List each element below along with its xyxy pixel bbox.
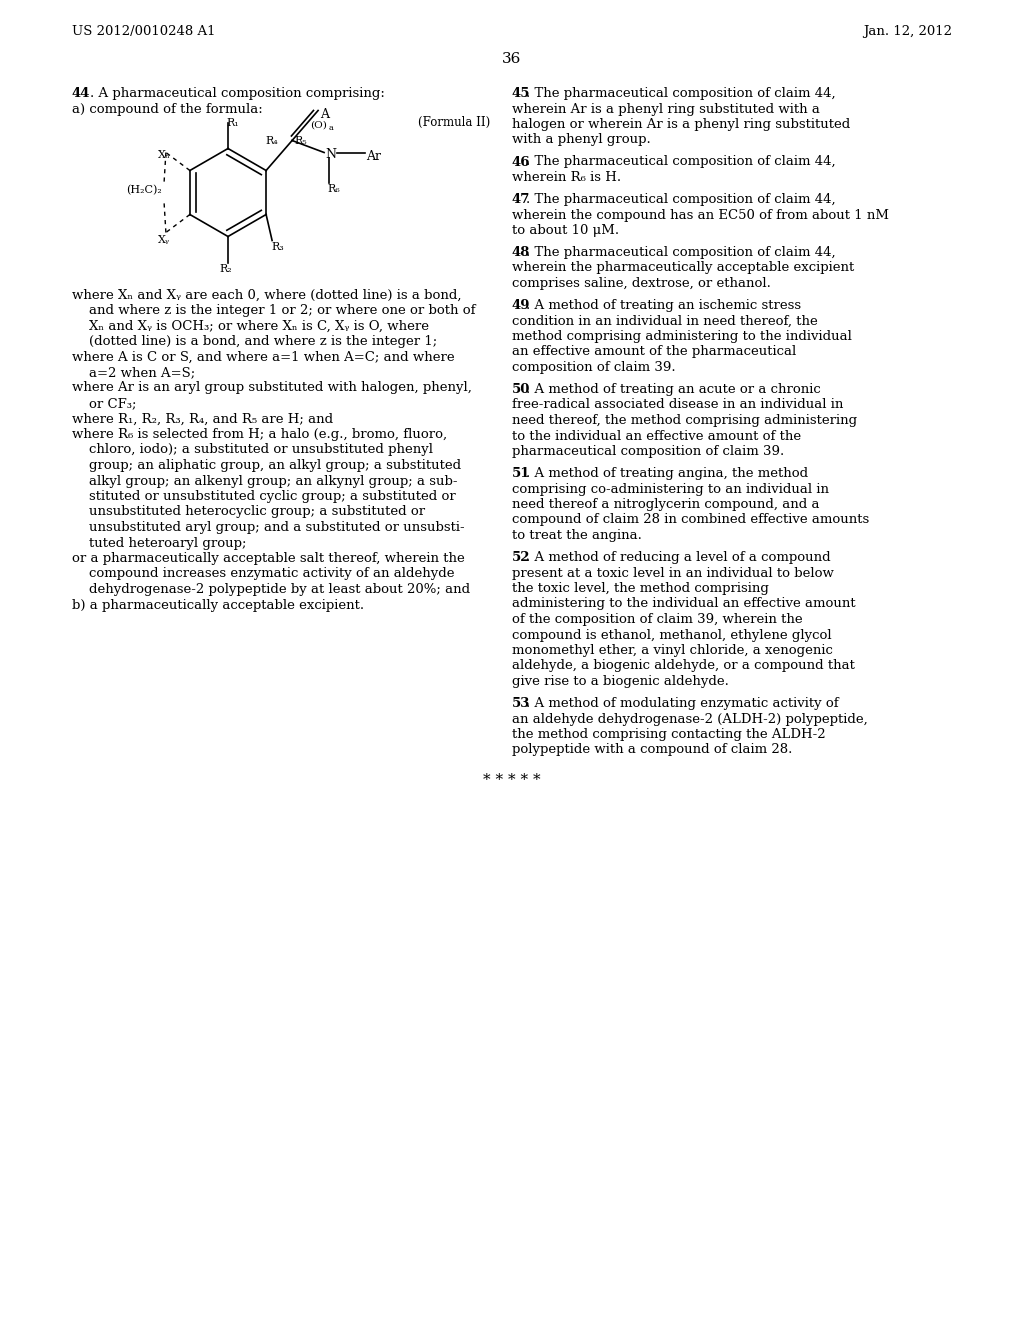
Text: pharmaceutical composition of claim 39.: pharmaceutical composition of claim 39. <box>512 445 784 458</box>
Text: 36: 36 <box>503 51 521 66</box>
Text: N: N <box>325 149 336 161</box>
Text: where Ar is an aryl group substituted with halogen, phenyl,: where Ar is an aryl group substituted wi… <box>72 381 472 395</box>
Text: to treat the angina.: to treat the angina. <box>512 529 642 543</box>
Text: or a pharmaceutically acceptable salt thereof, wherein the: or a pharmaceutically acceptable salt th… <box>72 552 465 565</box>
Text: monomethyl ether, a vinyl chloride, a xenogenic: monomethyl ether, a vinyl chloride, a xe… <box>512 644 833 657</box>
Text: Xₙ: Xₙ <box>158 150 170 161</box>
Text: R₆: R₆ <box>327 185 340 194</box>
Text: wherein R₆ is H.: wherein R₆ is H. <box>512 172 622 183</box>
Text: (Formula II): (Formula II) <box>418 116 490 128</box>
Text: Xᵧ: Xᵧ <box>158 235 170 244</box>
Text: aldehyde, a biogenic aldehyde, or a compound that: aldehyde, a biogenic aldehyde, or a comp… <box>512 660 855 672</box>
Text: polypeptide with a compound of claim 28.: polypeptide with a compound of claim 28. <box>512 743 793 756</box>
Text: (dotted line) is a bond, and where z is the integer 1;: (dotted line) is a bond, and where z is … <box>72 335 437 348</box>
Text: 53: 53 <box>512 697 530 710</box>
Text: . A method of treating angina, the method: . A method of treating angina, the metho… <box>526 467 808 480</box>
Text: R₄: R₄ <box>265 136 279 147</box>
Text: with a phenyl group.: with a phenyl group. <box>512 133 650 147</box>
Text: unsubstituted heterocyclic group; a substituted or: unsubstituted heterocyclic group; a subs… <box>72 506 425 519</box>
Text: where R₆ is selected from H; a halo (e.g., bromo, fluoro,: where R₆ is selected from H; a halo (e.g… <box>72 428 447 441</box>
Text: . A method of treating an acute or a chronic: . A method of treating an acute or a chr… <box>526 383 821 396</box>
Text: R₂: R₂ <box>220 264 232 275</box>
Text: free-radical associated disease in an individual in: free-radical associated disease in an in… <box>512 399 844 412</box>
Text: . A pharmaceutical composition comprising:: . A pharmaceutical composition comprisin… <box>90 87 385 100</box>
Text: 51: 51 <box>512 467 530 480</box>
Text: where Xₙ and Xᵧ are each 0, where (dotted line) is a bond,: where Xₙ and Xᵧ are each 0, where (dotte… <box>72 289 462 301</box>
Text: comprises saline, dextrose, or ethanol.: comprises saline, dextrose, or ethanol. <box>512 277 771 290</box>
Text: . A method of treating an ischemic stress: . A method of treating an ischemic stres… <box>526 300 801 312</box>
Text: an aldehyde dehydrogenase-2 (ALDH-2) polypeptide,: an aldehyde dehydrogenase-2 (ALDH-2) pol… <box>512 713 867 726</box>
Text: of the composition of claim 39, wherein the: of the composition of claim 39, wherein … <box>512 612 803 626</box>
Text: tuted heteroaryl group;: tuted heteroaryl group; <box>72 536 247 549</box>
Text: chloro, iodo); a substituted or unsubstituted phenyl: chloro, iodo); a substituted or unsubsti… <box>72 444 433 457</box>
Text: . The pharmaceutical composition of claim 44,: . The pharmaceutical composition of clai… <box>526 87 836 100</box>
Text: or CF₃;: or CF₃; <box>72 397 136 411</box>
Text: an effective amount of the pharmaceutical: an effective amount of the pharmaceutica… <box>512 346 797 359</box>
Text: 45: 45 <box>512 87 530 100</box>
Text: . A method of reducing a level of a compound: . A method of reducing a level of a comp… <box>526 550 830 564</box>
Text: the method comprising contacting the ALDH-2: the method comprising contacting the ALD… <box>512 729 825 741</box>
Text: 48: 48 <box>512 246 530 259</box>
Text: need thereof, the method comprising administering: need thereof, the method comprising admi… <box>512 414 857 426</box>
Text: present at a toxic level in an individual to below: present at a toxic level in an individua… <box>512 566 834 579</box>
Text: . The pharmaceutical composition of claim 44,: . The pharmaceutical composition of clai… <box>526 246 836 259</box>
Text: dehydrogenase-2 polypeptide by at least about 20%; and: dehydrogenase-2 polypeptide by at least … <box>72 583 470 597</box>
Text: unsubstituted aryl group; and a substituted or unsubsti-: unsubstituted aryl group; and a substitu… <box>72 521 465 535</box>
Text: stituted or unsubstituted cyclic group; a substituted or: stituted or unsubstituted cyclic group; … <box>72 490 456 503</box>
Text: wherein Ar is a phenyl ring substituted with a: wherein Ar is a phenyl ring substituted … <box>512 103 820 116</box>
Text: comprising co-administering to an individual in: comprising co-administering to an indivi… <box>512 483 829 495</box>
Text: where A is C or S, and where a=1 when A=C; and where: where A is C or S, and where a=1 when A=… <box>72 351 455 363</box>
Text: a) compound of the formula:: a) compound of the formula: <box>72 103 263 116</box>
Text: A: A <box>321 107 329 120</box>
Text: composition of claim 39.: composition of claim 39. <box>512 360 676 374</box>
Text: compound is ethanol, methanol, ethylene glycol: compound is ethanol, methanol, ethylene … <box>512 628 831 642</box>
Text: a: a <box>329 124 334 132</box>
Text: * * * * *: * * * * * <box>483 774 541 788</box>
Text: (O): (O) <box>310 120 327 129</box>
Text: the toxic level, the method comprising: the toxic level, the method comprising <box>512 582 769 595</box>
Text: 49: 49 <box>512 300 530 312</box>
Text: to about 10 μM.: to about 10 μM. <box>512 224 620 238</box>
Text: group; an aliphatic group, an alkyl group; a substituted: group; an aliphatic group, an alkyl grou… <box>72 459 461 473</box>
Text: administering to the individual an effective amount: administering to the individual an effec… <box>512 598 856 610</box>
Text: need thereof a nitroglycerin compound, and a: need thereof a nitroglycerin compound, a… <box>512 498 819 511</box>
Text: 44: 44 <box>72 87 90 100</box>
Text: R₁: R₁ <box>226 119 239 128</box>
Text: 47: 47 <box>512 193 530 206</box>
Text: wherein the pharmaceutically acceptable excipient: wherein the pharmaceutically acceptable … <box>512 261 854 275</box>
Text: and where z is the integer 1 or 2; or where one or both of: and where z is the integer 1 or 2; or wh… <box>72 304 475 317</box>
Text: 46: 46 <box>512 156 530 169</box>
Text: (H₂C)₂: (H₂C)₂ <box>126 185 162 195</box>
Text: 52: 52 <box>512 550 530 564</box>
Text: to the individual an effective amount of the: to the individual an effective amount of… <box>512 429 801 442</box>
Text: condition in an individual in need thereof, the: condition in an individual in need there… <box>512 314 818 327</box>
Text: compound increases enzymatic activity of an aldehyde: compound increases enzymatic activity of… <box>72 568 455 581</box>
Text: b) a pharmaceutically acceptable excipient.: b) a pharmaceutically acceptable excipie… <box>72 598 365 611</box>
Text: Xₙ and Xᵧ is OCH₃; or where Xₙ is C, Xᵧ is O, where: Xₙ and Xᵧ is OCH₃; or where Xₙ is C, Xᵧ … <box>72 319 429 333</box>
Text: wherein the compound has an EC50 of from about 1 nM: wherein the compound has an EC50 of from… <box>512 209 889 222</box>
Text: . The pharmaceutical composition of claim 44,: . The pharmaceutical composition of clai… <box>526 156 836 169</box>
Text: R₃: R₃ <box>271 243 284 252</box>
Text: halogen or wherein Ar is a phenyl ring substituted: halogen or wherein Ar is a phenyl ring s… <box>512 117 850 131</box>
Text: where R₁, R₂, R₃, R₄, and R₅ are H; and: where R₁, R₂, R₃, R₄, and R₅ are H; and <box>72 412 333 425</box>
Text: a=2 when A=S;: a=2 when A=S; <box>72 366 196 379</box>
Text: R₅: R₅ <box>294 136 307 147</box>
Text: give rise to a biogenic aldehyde.: give rise to a biogenic aldehyde. <box>512 675 729 688</box>
Text: . A method of modulating enzymatic activity of: . A method of modulating enzymatic activ… <box>526 697 839 710</box>
Text: . The pharmaceutical composition of claim 44,: . The pharmaceutical composition of clai… <box>526 193 836 206</box>
Text: US 2012/0010248 A1: US 2012/0010248 A1 <box>72 25 215 38</box>
Text: compound of claim 28 in combined effective amounts: compound of claim 28 in combined effecti… <box>512 513 869 527</box>
Text: alkyl group; an alkenyl group; an alkynyl group; a sub-: alkyl group; an alkenyl group; an alkyny… <box>72 474 458 487</box>
Text: 50: 50 <box>512 383 530 396</box>
Text: Jan. 12, 2012: Jan. 12, 2012 <box>863 25 952 38</box>
Text: method comprising administering to the individual: method comprising administering to the i… <box>512 330 852 343</box>
Text: Ar: Ar <box>367 149 381 162</box>
